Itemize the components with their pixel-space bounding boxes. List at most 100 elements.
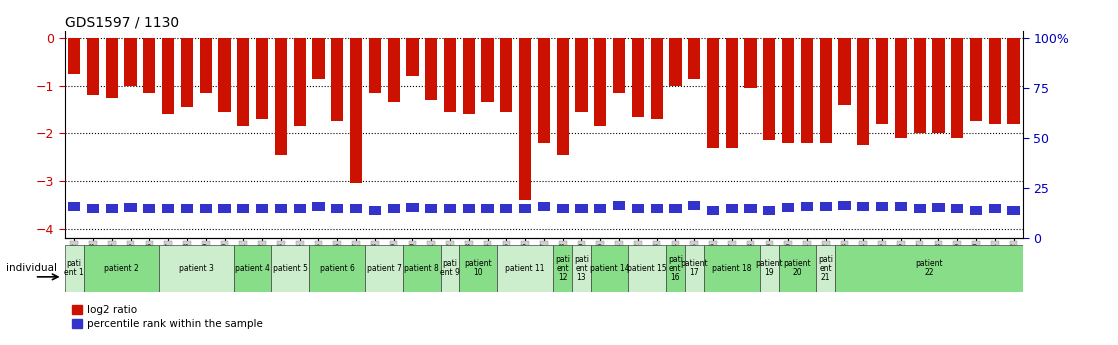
Bar bbox=[628, 245, 666, 292]
Bar bbox=[670, 38, 682, 86]
Bar bbox=[218, 204, 230, 213]
Bar bbox=[726, 204, 738, 213]
Bar bbox=[444, 38, 456, 112]
Bar bbox=[84, 245, 159, 292]
Bar bbox=[181, 38, 193, 107]
Bar bbox=[87, 38, 100, 95]
Bar bbox=[538, 38, 550, 143]
Bar bbox=[707, 206, 719, 215]
Bar bbox=[519, 204, 531, 213]
Bar bbox=[932, 38, 945, 134]
Bar bbox=[988, 204, 1001, 213]
Bar bbox=[162, 204, 174, 213]
Bar bbox=[613, 38, 625, 93]
Bar bbox=[425, 38, 437, 100]
Bar bbox=[496, 245, 553, 292]
Bar bbox=[87, 204, 100, 213]
Bar bbox=[350, 204, 362, 213]
Bar bbox=[463, 204, 475, 213]
Bar bbox=[613, 201, 625, 210]
Text: pati
ent
13: pati ent 13 bbox=[574, 255, 589, 282]
Text: patient
10: patient 10 bbox=[464, 259, 492, 277]
Bar bbox=[745, 204, 757, 213]
Bar bbox=[894, 203, 907, 211]
Bar bbox=[688, 201, 700, 210]
Bar bbox=[143, 38, 155, 93]
Bar bbox=[800, 203, 813, 211]
Bar bbox=[519, 38, 531, 200]
Bar bbox=[877, 38, 888, 124]
Bar bbox=[237, 38, 249, 126]
Bar bbox=[764, 38, 776, 140]
Bar bbox=[106, 38, 117, 98]
Text: patient 15: patient 15 bbox=[627, 264, 667, 273]
Bar bbox=[406, 38, 418, 76]
Bar bbox=[632, 204, 644, 213]
Bar bbox=[124, 38, 136, 86]
Bar bbox=[594, 38, 606, 126]
Bar bbox=[237, 204, 249, 213]
Bar bbox=[366, 245, 402, 292]
Text: patient 7: patient 7 bbox=[367, 264, 401, 273]
Bar bbox=[350, 38, 362, 183]
Bar bbox=[576, 204, 588, 213]
Bar bbox=[557, 38, 569, 155]
Bar bbox=[181, 204, 193, 213]
Bar bbox=[388, 204, 400, 213]
Bar bbox=[106, 204, 117, 213]
Bar bbox=[1007, 206, 1020, 215]
Bar bbox=[932, 203, 945, 212]
Text: pati
ent 9: pati ent 9 bbox=[440, 259, 459, 277]
Bar bbox=[819, 38, 832, 143]
Bar bbox=[312, 38, 324, 79]
Bar bbox=[877, 203, 888, 211]
Bar bbox=[591, 245, 628, 292]
Text: pati
ent
16: pati ent 16 bbox=[667, 255, 683, 282]
Bar bbox=[970, 38, 982, 121]
Text: patient 8: patient 8 bbox=[405, 264, 439, 273]
Text: patient 2: patient 2 bbox=[104, 264, 139, 273]
Bar bbox=[275, 204, 287, 213]
Bar bbox=[402, 245, 440, 292]
Bar bbox=[1007, 38, 1020, 124]
Bar bbox=[124, 203, 136, 212]
Bar bbox=[951, 204, 964, 213]
Text: patient 3: patient 3 bbox=[179, 264, 214, 273]
Bar bbox=[816, 245, 835, 292]
Bar bbox=[838, 38, 851, 105]
Text: patient 11: patient 11 bbox=[505, 264, 544, 273]
Bar bbox=[482, 38, 494, 102]
Text: patient
19: patient 19 bbox=[756, 259, 784, 277]
Bar bbox=[688, 38, 700, 79]
Bar bbox=[632, 38, 644, 117]
Text: GDS1597 / 1130: GDS1597 / 1130 bbox=[65, 16, 179, 30]
Bar bbox=[745, 38, 757, 88]
Bar bbox=[309, 245, 366, 292]
Bar bbox=[951, 38, 964, 138]
Bar bbox=[68, 203, 80, 211]
Text: patient
22: patient 22 bbox=[916, 259, 942, 277]
Bar bbox=[819, 203, 832, 211]
Bar bbox=[576, 38, 588, 112]
Bar bbox=[218, 38, 230, 112]
Text: individual: individual bbox=[6, 263, 57, 273]
Bar bbox=[838, 201, 851, 210]
Bar bbox=[406, 203, 418, 212]
Bar bbox=[444, 204, 456, 213]
Bar bbox=[256, 38, 268, 119]
Bar bbox=[764, 206, 776, 215]
Bar bbox=[970, 206, 982, 215]
Bar bbox=[331, 38, 343, 121]
Bar bbox=[913, 38, 926, 134]
Bar bbox=[800, 38, 813, 143]
Bar bbox=[557, 204, 569, 213]
Text: pati
ent
12: pati ent 12 bbox=[556, 255, 570, 282]
Bar bbox=[988, 38, 1001, 124]
Bar bbox=[463, 38, 475, 114]
Bar bbox=[779, 245, 816, 292]
Bar bbox=[200, 38, 211, 93]
Text: patient 4: patient 4 bbox=[235, 264, 271, 273]
Text: patient
20: patient 20 bbox=[784, 259, 812, 277]
Bar bbox=[275, 38, 287, 155]
Bar bbox=[594, 204, 606, 213]
